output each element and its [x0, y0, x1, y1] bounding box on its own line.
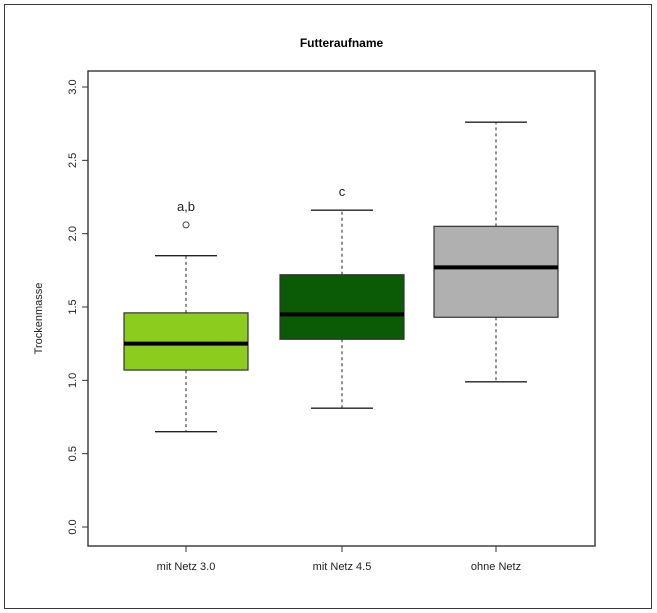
- chart-title: Futteraufname: [300, 36, 384, 50]
- y-tick-label: 0.5: [67, 446, 79, 461]
- plot-panel: Futteraufname 0.0 0.5 1.0 1.5 2.0 2.5 3.0 Trocke…: [27, 27, 610, 592]
- significance-label: a,b: [177, 199, 195, 214]
- x-tick-label: mit Netz 4.5: [313, 561, 372, 573]
- boxplot-chart: Futteraufname 0.0 0.5 1.0 1.5 2.0 2.5 3.0 Trocke…: [33, 36, 596, 573]
- box-iqr: [433, 225, 559, 318]
- x-tick-label: ohne Netz: [471, 561, 521, 573]
- y-tick-label: 1.0: [67, 373, 79, 388]
- outlier-point: [182, 221, 190, 229]
- y-tick-label: 3.0: [67, 79, 79, 94]
- box-iqr: [123, 312, 249, 371]
- box-iqr: [279, 274, 405, 340]
- y-axis-label: Trockenmasse: [33, 283, 45, 355]
- y-tick-label: 2.0: [67, 226, 79, 241]
- y-tick-label: 0.0: [67, 519, 79, 534]
- y-tick-label: 2.5: [67, 153, 79, 168]
- significance-label: c: [339, 184, 346, 199]
- image-frame: Futteraufname 0.0 0.5 1.0 1.5 2.0 2.5 3.0 Trocke…: [4, 4, 652, 609]
- x-tick-label: mit Netz 3.0: [157, 561, 216, 573]
- y-tick-label: 1.5: [67, 299, 79, 314]
